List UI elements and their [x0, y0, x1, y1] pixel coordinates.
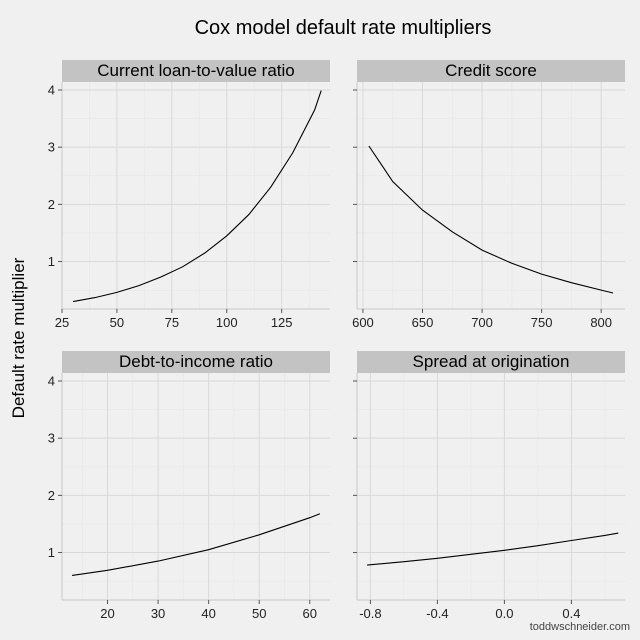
- credit-text: toddwschneider.com: [530, 621, 630, 633]
- y-tick-label: 4: [48, 374, 55, 389]
- facet-strip: [62, 60, 330, 82]
- x-tick-label: 125: [271, 315, 293, 330]
- series-line: [368, 145, 614, 294]
- facet-strip: [62, 351, 330, 373]
- x-tick-label: 50: [252, 606, 266, 621]
- x-tick-label: 25: [55, 315, 69, 330]
- x-tick-label: 0.4: [562, 606, 580, 621]
- facet-title: Spread at origination: [413, 352, 570, 371]
- y-axis-label: Default rate multiplier: [9, 257, 28, 418]
- facet-strip: [357, 60, 625, 82]
- y-tick-label: 3: [48, 140, 55, 155]
- series-line: [72, 90, 322, 303]
- facet-panel: Debt-to-income ratio 20 30 40 50 60 1 2 3 4: [48, 351, 330, 621]
- x-tick-label: 60: [303, 606, 317, 621]
- y-tick-label: 1: [48, 254, 55, 269]
- y-tick-label: 1: [48, 545, 55, 560]
- y-tick-label: 4: [48, 83, 55, 98]
- facet-panel: Credit score 600 650 700 750 800: [352, 60, 625, 330]
- series-line: [72, 513, 321, 576]
- y-tick-label: 2: [48, 488, 55, 503]
- x-tick-label: -0.4: [426, 606, 448, 621]
- x-tick-label: 75: [165, 315, 179, 330]
- facet-panel: Current loan-to-value ratio 25 50 75 100 125 1…: [48, 60, 330, 330]
- facet-panels: Current loan-to-value ratio 25 50 75 100 125 1…: [48, 60, 625, 621]
- x-tick-label: 20: [100, 606, 114, 621]
- x-tick-label: 600: [352, 315, 374, 330]
- y-tick-label: 2: [48, 197, 55, 212]
- x-tick-label: 30: [151, 606, 165, 621]
- x-tick-label: 750: [531, 315, 553, 330]
- x-tick-label: 100: [216, 315, 238, 330]
- x-tick-label: 800: [590, 315, 612, 330]
- x-tick-label: 650: [412, 315, 434, 330]
- chart-title: Cox model default rate multipliers: [195, 17, 492, 39]
- facet-strip: [357, 351, 625, 373]
- x-tick-label: 0.0: [495, 606, 513, 621]
- facet-panel: Spread at origination -0.8 -0.4 0.0 0.4: [353, 351, 625, 621]
- x-tick-label: 50: [110, 315, 124, 330]
- x-tick-label: 40: [201, 606, 215, 621]
- x-tick-label: 700: [471, 315, 493, 330]
- facet-title: Credit score: [445, 61, 537, 80]
- facet-title: Current loan-to-value ratio: [97, 61, 294, 80]
- y-tick-label: 3: [48, 431, 55, 446]
- facet-title: Debt-to-income ratio: [119, 352, 273, 371]
- series-line: [367, 532, 619, 566]
- x-tick-label: -0.8: [359, 606, 381, 621]
